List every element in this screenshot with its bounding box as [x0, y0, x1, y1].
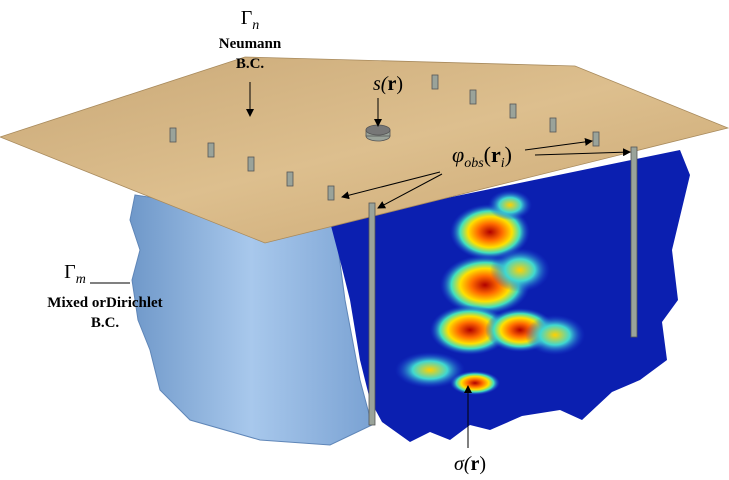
neumann-bc: B.C.	[236, 56, 265, 72]
gamma-n: Γn	[241, 7, 260, 33]
label-part: φ	[452, 142, 464, 167]
diagram: Γn Neumann B.C. s(r) φobs(ri) Γm Mixed o…	[0, 0, 729, 480]
scene	[0, 57, 728, 445]
mixed-label: Mixed orDirichlet	[47, 295, 162, 311]
label-part: σ(	[454, 453, 472, 475]
neumann-label: Neumann	[219, 36, 282, 52]
gamma-m: Γm	[64, 261, 86, 287]
label-part: (	[484, 142, 491, 167]
label-part: n	[252, 18, 259, 33]
label-part: m	[76, 272, 86, 287]
label-part: s(	[373, 73, 389, 95]
label-part: )	[479, 453, 486, 475]
label-part: obs	[464, 156, 484, 171]
mixed-bc: B.C.	[91, 315, 120, 331]
label-part: r	[387, 73, 396, 95]
label-part: r	[470, 453, 479, 475]
sigma-label: σ(r)	[454, 453, 486, 475]
label-part: Γ	[241, 7, 253, 29]
source-label: s(r)	[373, 73, 403, 95]
label-part: )	[396, 73, 403, 95]
label-part: Γ	[64, 261, 76, 283]
label-part: r	[491, 142, 501, 167]
label-part: )	[505, 142, 512, 167]
